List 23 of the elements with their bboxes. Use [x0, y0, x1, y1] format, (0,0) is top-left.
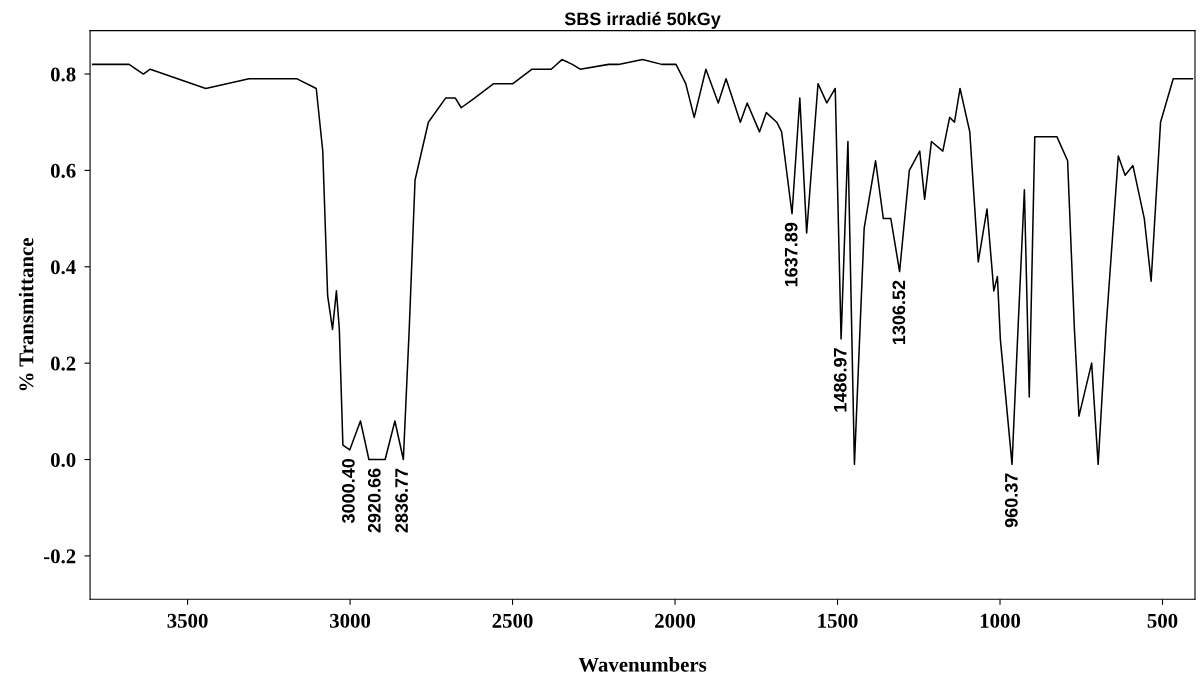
y-tick-label: 0.8: [50, 67, 76, 82]
x-tick-label: 3000: [330, 613, 371, 628]
annotation: 960.37: [1004, 473, 1018, 528]
y-tick-label: 0.2: [50, 356, 76, 371]
y-tick-label: 0.4: [50, 260, 76, 275]
x-tick-label: 1500: [818, 613, 858, 628]
y-axis-title: % Transmittance: [18, 238, 34, 391]
x-axis-title: Wavenumbers: [578, 657, 707, 672]
annotation: 1306.52: [892, 280, 906, 345]
y-tick-label: -0.2: [43, 549, 76, 564]
x-tick-label: 2000: [655, 613, 696, 628]
x-tick-label: 1000: [980, 613, 1021, 628]
x-tick-label: 2500: [492, 613, 533, 628]
annotation: 2920.66: [367, 468, 381, 533]
annotation: 3000.40: [341, 458, 355, 524]
chart-title: SBS irradié 50kGy: [564, 11, 721, 29]
annotation: 2836.77: [395, 468, 408, 533]
x-tick-label: 3500: [167, 613, 208, 628]
x-tick-label: 500: [1147, 613, 1178, 628]
annotation: 1637.89: [784, 222, 798, 287]
y-tick-label: 0.0: [50, 452, 76, 468]
y-tick-label: 0.6: [50, 163, 76, 178]
annotation: 1486.97: [833, 348, 847, 412]
